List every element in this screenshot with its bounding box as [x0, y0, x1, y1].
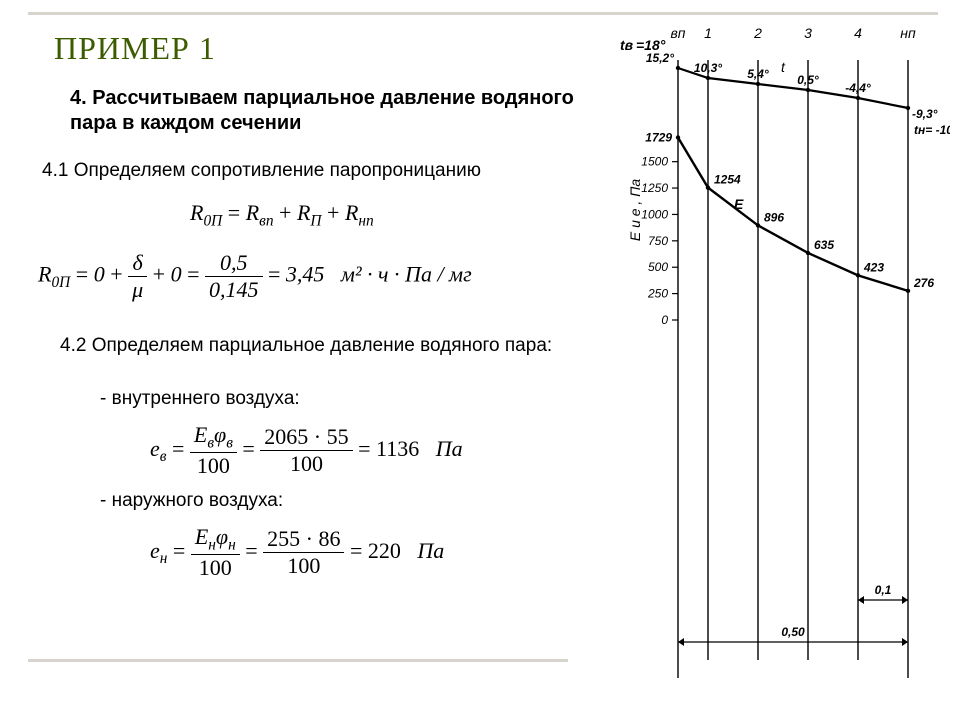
svg-text:tн= -10,2°: tн= -10,2°	[914, 123, 950, 137]
unit: Па	[417, 538, 444, 563]
svg-text:276: 276	[913, 276, 934, 290]
section-4-2-heading: 4.2 Определяем парциальное давление водя…	[60, 334, 580, 358]
svg-text:4: 4	[854, 25, 862, 41]
svg-text:0,1: 0,1	[875, 583, 892, 597]
svg-text:896: 896	[764, 210, 784, 224]
num: 0,5	[205, 250, 263, 277]
svg-text:1000: 1000	[641, 207, 668, 221]
decorative-rule-top	[28, 12, 938, 15]
var: R	[297, 200, 310, 225]
d: 100	[263, 553, 344, 579]
svg-text:1500: 1500	[641, 155, 668, 169]
v: E	[195, 524, 208, 549]
svg-text:t: t	[781, 59, 786, 75]
sub: 0П	[203, 212, 222, 229]
svg-text:1250: 1250	[641, 181, 668, 195]
unit: Па	[436, 436, 463, 461]
v: φ	[216, 524, 228, 549]
v: E	[194, 422, 207, 447]
svg-text:500: 500	[648, 260, 668, 274]
page-title: ПРИМЕР 1	[54, 30, 216, 67]
bullet-inner-air: - внутреннего воздуха:	[100, 388, 300, 410]
section-4-1-heading: 4.1 Определяем сопротивление паропроница…	[42, 160, 481, 182]
result: 1136	[376, 436, 419, 461]
d: 100	[191, 555, 240, 581]
svg-text:15,2°: 15,2°	[646, 51, 674, 65]
result: 3,45	[286, 262, 325, 287]
svg-text:1729: 1729	[645, 130, 672, 144]
s: в	[207, 434, 214, 451]
den: 0,145	[205, 277, 263, 303]
num: 0	[171, 262, 182, 287]
equation-r0p-sum: R0П = Rвп + RП + Rнп	[190, 200, 374, 230]
svg-text:-9,3°: -9,3°	[912, 107, 938, 121]
sub: н	[160, 550, 168, 567]
d: 100	[260, 451, 352, 477]
svg-text:250: 250	[647, 287, 668, 301]
svg-text:0,50: 0,50	[781, 625, 805, 639]
svg-text:2: 2	[753, 25, 762, 41]
svg-text:нп: нп	[900, 25, 916, 41]
vapor-pressure-chart: вп1234нпtв=18°15,2°10,3°5,4°0,5°-4,4°-9,…	[598, 20, 950, 700]
svg-text:0: 0	[661, 313, 668, 327]
num: δ	[128, 250, 147, 277]
svg-text:E: E	[734, 196, 744, 212]
svg-text:3: 3	[804, 25, 812, 41]
sub: в	[160, 448, 167, 465]
sub: П	[310, 212, 321, 229]
svg-text:5,4°: 5,4°	[747, 67, 769, 81]
svg-text:1254: 1254	[714, 173, 741, 187]
section-4-heading: 4. Рассчитываем парциальное давление вод…	[70, 86, 580, 136]
s: н	[208, 536, 216, 553]
d: 100	[190, 453, 237, 479]
v: φ	[214, 422, 226, 447]
n: 255 · 86	[263, 526, 344, 553]
result: 220	[368, 538, 401, 563]
var: R	[190, 200, 203, 225]
svg-text:635: 635	[814, 238, 834, 252]
equation-ev: eв = Eвφв100 = 2065 · 55100 = 1136 Па	[150, 422, 463, 479]
s: н	[228, 536, 236, 553]
num: 0	[94, 262, 105, 287]
svg-text:10,3°: 10,3°	[694, 61, 722, 75]
sub: 0П	[51, 274, 70, 291]
bullet-outer-air: - наружного воздуха:	[100, 490, 283, 512]
var: e	[150, 538, 160, 563]
var: R	[345, 200, 358, 225]
svg-text:вп: вп	[670, 25, 685, 41]
var: e	[150, 436, 160, 461]
svg-text:1: 1	[704, 25, 712, 41]
n: 2065 · 55	[260, 424, 352, 451]
sub: вп	[259, 212, 273, 229]
s: в	[226, 434, 233, 451]
sub: нп	[358, 212, 373, 229]
den: μ	[128, 277, 147, 303]
svg-text:-4,4°: -4,4°	[845, 81, 871, 95]
var: R	[246, 200, 259, 225]
svg-text:0,5°: 0,5°	[797, 73, 819, 87]
svg-text:423: 423	[863, 260, 884, 274]
decorative-rule-bottom	[28, 659, 568, 662]
svg-text:tв: tв	[620, 37, 634, 53]
equation-r0p-value: R0П = 0 + δμ + 0 = 0,50,145 = 3,45 м² · …	[38, 250, 472, 303]
svg-text:750: 750	[648, 234, 668, 248]
units: м² · ч · Па / мг	[341, 262, 472, 287]
equation-en: eн = Eнφн100 = 255 · 86100 = 220 Па	[150, 524, 444, 581]
var: R	[38, 262, 51, 287]
